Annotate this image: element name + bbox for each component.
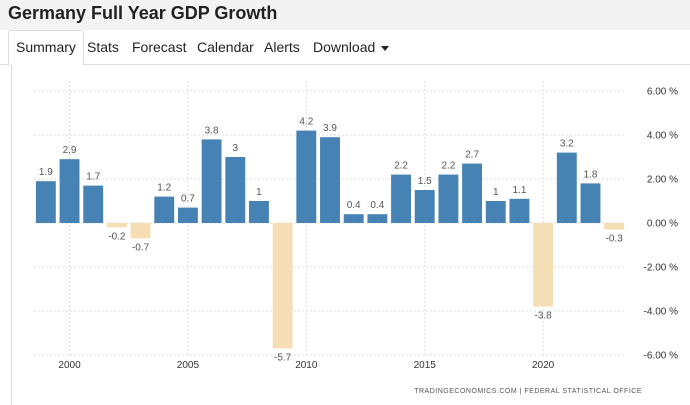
y-tick-label: -6.00 % <box>644 351 679 362</box>
data-label: 0.7 <box>181 194 195 205</box>
x-tick-label: 2020 <box>532 360 555 371</box>
data-label: 3.9 <box>323 123 337 134</box>
caret-down-icon <box>381 45 390 51</box>
bar <box>367 214 388 223</box>
bar <box>414 190 435 223</box>
data-label: -0.2 <box>108 231 126 242</box>
tab-calendar[interactable]: Calendar <box>197 39 254 55</box>
data-label: 1.5 <box>418 176 432 187</box>
bar <box>462 163 483 223</box>
bar <box>580 183 601 223</box>
data-label: -0.7 <box>132 242 150 253</box>
tab-stats[interactable]: Stats <box>87 39 119 55</box>
bar <box>509 198 530 223</box>
y-tick-label: 6.00 % <box>647 87 678 98</box>
bar <box>59 159 80 223</box>
data-label: 1.2 <box>157 183 171 194</box>
data-label: -0.3 <box>606 234 624 245</box>
bar <box>249 201 269 223</box>
data-label: 2.7 <box>465 150 479 161</box>
bar <box>225 157 246 223</box>
tab-download-label: Download <box>313 39 376 55</box>
y-tick-label: 2.00 % <box>647 175 678 186</box>
bar-layer <box>35 130 625 349</box>
bar <box>272 223 293 349</box>
bar <box>201 139 222 223</box>
data-label: -3.8 <box>535 311 553 322</box>
chart-panel: 1.9 2.9 1.7 -0.2 -0.7 1.2 0.7 3.8 3 1 -5.7 4.2 3.9 0.… <box>11 64 690 405</box>
data-label: 2.9 <box>63 145 77 156</box>
tab-forecast[interactable]: Forecast <box>132 39 187 55</box>
title-bar: Germany Full Year GDP Growth <box>0 0 690 30</box>
page-title: Germany Full Year GDP Growth <box>8 3 278 23</box>
bar <box>106 223 127 228</box>
x-tick-label: 2015 <box>414 360 437 371</box>
bar <box>438 174 459 223</box>
y-tick-label: -2.00 % <box>644 263 679 274</box>
tab-summary[interactable]: Summary <box>8 30 84 66</box>
bar <box>343 214 364 223</box>
x-tick-label: 2000 <box>58 360 81 371</box>
data-label: 1.1 <box>512 185 526 196</box>
tab-alerts[interactable]: Alerts <box>264 39 300 55</box>
data-label: 0.4 <box>370 200 384 211</box>
x-tick-label: 2010 <box>295 360 318 371</box>
source-credit: TRADINGECONOMICS.COM | FEDERAL STATISTIC… <box>414 388 642 395</box>
bar <box>154 196 175 223</box>
axis-layer: 6.00 % 4.00 % 2.00 % 0.00 % -2.00 % -4.00 % -6… <box>58 87 678 372</box>
bar <box>556 152 577 223</box>
data-label: 1.9 <box>39 167 53 178</box>
bar <box>83 185 104 223</box>
bar <box>130 223 151 239</box>
y-tick-label: 0.00 % <box>647 219 678 230</box>
bar <box>533 223 554 307</box>
data-label: 3.2 <box>560 139 574 150</box>
bar <box>604 223 625 230</box>
data-label: 2.2 <box>441 161 455 172</box>
data-label: 1.8 <box>584 169 598 180</box>
y-tick-label: -4.00 % <box>644 307 679 318</box>
bar <box>391 174 411 223</box>
data-label: 1 <box>493 187 499 198</box>
tab-download[interactable]: Download <box>313 30 390 64</box>
bar <box>35 181 56 223</box>
data-label: 3 <box>232 143 238 154</box>
data-label: 1.7 <box>86 172 100 183</box>
nav-tabs: Summary Stats Forecast Calendar Alerts D… <box>0 30 690 66</box>
y-tick-label: 4.00 % <box>647 131 678 142</box>
bar <box>177 207 198 223</box>
data-label: -5.7 <box>274 352 292 363</box>
gdp-growth-chart: 1.9 2.9 1.7 -0.2 -0.7 1.2 0.7 3.8 3 1 -5.7 4.2 3.9 0.… <box>34 81 678 372</box>
data-label: 3.8 <box>205 125 219 136</box>
data-label: 4.2 <box>299 117 313 128</box>
data-label: 0.4 <box>347 200 361 211</box>
bar <box>320 137 340 223</box>
data-label: 2.2 <box>394 161 408 172</box>
x-tick-label: 2005 <box>177 360 200 371</box>
data-label: 1 <box>256 187 262 198</box>
bar <box>296 130 317 223</box>
label-layer: 1.9 2.9 1.7 -0.2 -0.7 1.2 0.7 3.8 3 1 -5.7 4.2 3.9 0.… <box>39 117 623 364</box>
bar <box>485 201 506 223</box>
